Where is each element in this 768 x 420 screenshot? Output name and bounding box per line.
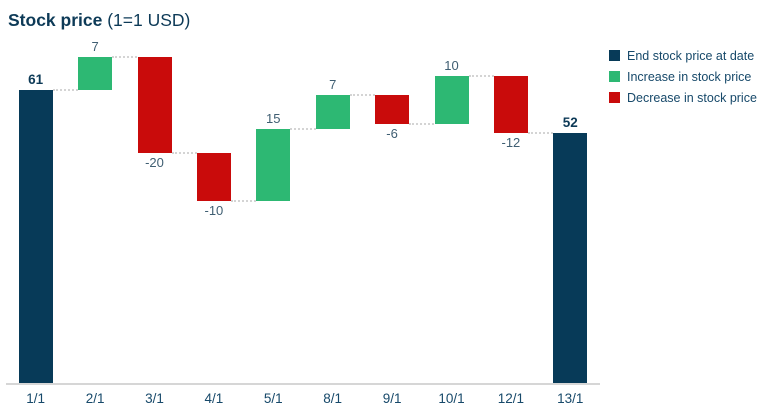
legend-item-end-stock-price[interactable]: End stock price at date [609,45,757,66]
bar-value-label: -12 [501,135,521,151]
x-axis-label-5-1: 5/1 [263,391,283,406]
chart-legend: End stock price at date Increase in stoc… [609,45,757,108]
waterfall-bar-8-1[interactable] [315,95,350,129]
chart-title-main: Stock price [8,10,103,30]
x-axis-label-1-1: 1/1 [26,391,46,406]
legend-item-increase[interactable]: Increase in stock price [609,66,757,87]
chart-title: Stock price (1=1 USD) [8,9,190,31]
connector-line [409,122,435,125]
legend-label: Increase in stock price [627,69,752,84]
waterfall-bar-1-1[interactable] [18,90,53,383]
chart-title-suffix: (1=1 USD) [102,10,191,30]
waterfall-bar-5-1[interactable] [256,128,291,201]
waterfall-bar-10-1[interactable] [434,75,469,124]
connector-line [112,55,138,58]
legend-swatch-decrease-icon [609,92,620,103]
x-axis-label-3-1: 3/1 [145,391,164,406]
legend-swatch-total-icon [609,50,620,61]
connector-line [171,151,197,154]
waterfall-bar-4-1[interactable] [196,152,231,201]
legend-item-decrease[interactable]: Decrease in stock price [609,87,757,108]
bar-value-label: 52 [562,115,578,131]
bar-value-label: 15 [266,110,281,126]
connector-line [349,94,376,96]
x-axis-label-2-1: 2/1 [85,391,105,406]
waterfall-plot-area: 61 1/1 7 2/1 -20 3/1 -10 4/1 15 5/1 7 8/1 -6 9/1 10 10/… [6,0,600,420]
x-axis-label-13-1: 13/1 [557,391,584,406]
connector-line [230,199,257,202]
bar-value-label: -10 [204,202,224,218]
waterfall-bar-12-1[interactable] [493,75,528,134]
x-axis-line [6,383,600,385]
connector-line [468,74,494,77]
bar-value-label: 10 [444,57,459,73]
waterfall-bar-3-1[interactable] [137,56,172,153]
legend-label: Decrease in stock price [627,90,757,105]
waterfall-bar-13-1[interactable] [553,133,588,383]
x-axis-label-4-1: 4/1 [204,391,224,406]
x-axis-label-8-1: 8/1 [323,391,343,406]
x-axis-label-9-1: 9/1 [382,391,402,406]
bar-value-label: 61 [28,72,44,88]
waterfall-bar-2-1[interactable] [78,56,113,91]
bar-value-label: 7 [329,77,337,92]
x-axis-label-10-1: 10/1 [438,391,465,406]
legend-swatch-increase-icon [609,71,620,82]
connector-line [527,132,554,135]
x-axis-label-12-1: 12/1 [497,391,525,406]
connector-line [52,89,79,92]
waterfall-bar-9-1[interactable] [375,95,410,124]
connector-line [290,127,316,130]
bar-value-label: 7 [91,38,99,54]
legend-label: End stock price at date [627,48,755,63]
bar-value-label: -6 [386,125,398,141]
bar-value-label: -20 [145,154,164,170]
